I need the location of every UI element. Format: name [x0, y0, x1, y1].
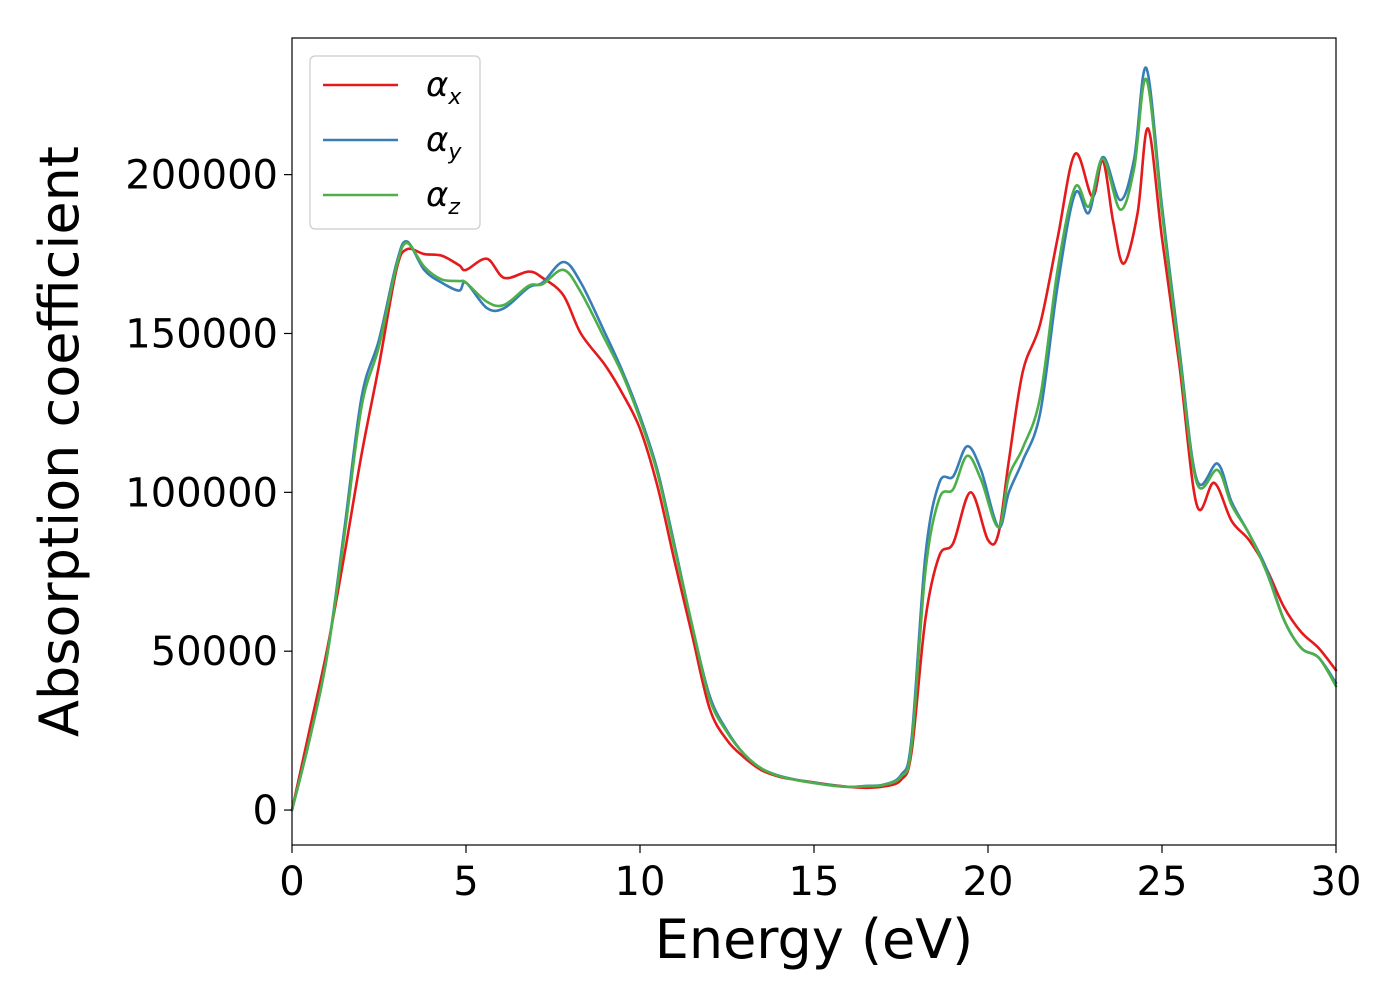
series-line-z [290, 77, 1338, 812]
x-axis: 0 5 10 15 20 25 30 [279, 845, 1361, 905]
x-tick-label: 10 [615, 859, 666, 905]
legend-label-x: αx [426, 65, 462, 110]
y-tick-label: 50000 [151, 629, 278, 675]
x-axis-label: Energy (eV) [655, 908, 974, 971]
y-tick-label: 150000 [125, 311, 278, 357]
x-tick-label: 15 [789, 859, 840, 905]
legend-subscript: z [447, 195, 460, 220]
x-tick-label: 30 [1311, 859, 1362, 905]
legend-symbol: α [426, 65, 448, 105]
legend-label-z: αz [426, 175, 460, 220]
x-tick-label: 5 [453, 859, 478, 905]
legend-symbol: α [426, 175, 448, 215]
legend-symbol: α [426, 120, 448, 160]
legend-label-y: αy [426, 120, 462, 165]
series-group [290, 66, 1338, 812]
x-tick-label: 25 [1137, 859, 1188, 905]
legend-box [309, 55, 481, 230]
legend-subscript: x [447, 85, 462, 110]
y-axis: 0 50000 100000 150000 200000 [125, 153, 292, 834]
y-axis-label: Absorption coefficient [28, 146, 91, 737]
x-tick-label: 0 [279, 859, 304, 905]
x-tick-label: 20 [963, 859, 1014, 905]
y-tick-label: 100000 [125, 470, 278, 516]
y-tick-label: 0 [253, 788, 278, 834]
legend-subscript: y [447, 140, 462, 165]
y-tick-label: 200000 [125, 153, 278, 199]
